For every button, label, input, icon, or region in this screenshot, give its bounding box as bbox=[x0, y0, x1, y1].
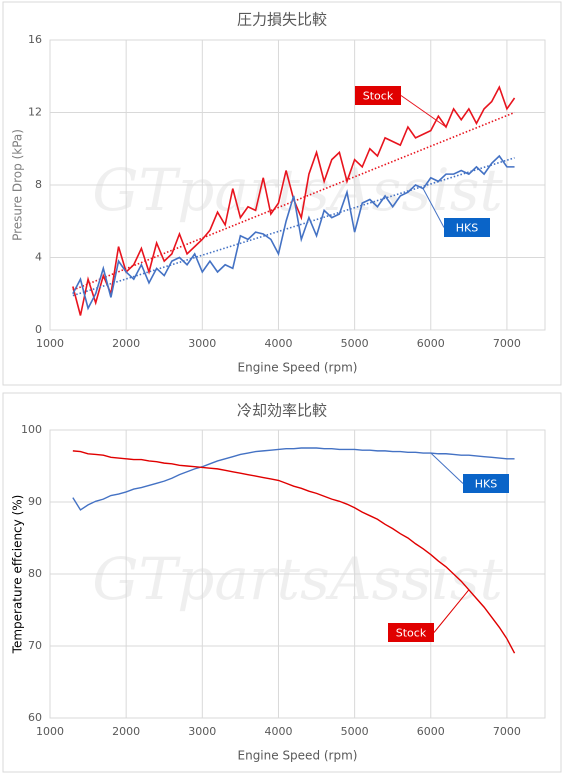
callout-line bbox=[400, 95, 447, 128]
label-box bbox=[463, 474, 509, 493]
y-tick-label: 70 bbox=[28, 639, 42, 652]
y-tick-label: 0 bbox=[35, 323, 42, 336]
x-tick-label: 6000 bbox=[417, 725, 445, 738]
x-tick-label: 5000 bbox=[341, 725, 369, 738]
x-axis-label: Engine Speed (rpm) bbox=[238, 749, 358, 763]
y-axis-label: Presure Drop (kPa) bbox=[11, 129, 25, 241]
x-tick-label: 7000 bbox=[493, 337, 521, 350]
x-tick-label: 3000 bbox=[188, 337, 216, 350]
x-tick-label: 6000 bbox=[417, 337, 445, 350]
x-tick-label: 5000 bbox=[341, 337, 369, 350]
watermark: GTpartsAssist bbox=[92, 545, 503, 613]
y-tick-label: 12 bbox=[28, 106, 42, 119]
x-tick-label: 4000 bbox=[264, 337, 292, 350]
y-tick-label: 16 bbox=[28, 33, 42, 46]
y-tick-label: 80 bbox=[28, 567, 42, 580]
x-tick-label: 2000 bbox=[112, 725, 140, 738]
y-tick-label: 100 bbox=[21, 423, 42, 436]
y-tick-label: 90 bbox=[28, 495, 42, 508]
x-axis-label: Engine Speed (rpm) bbox=[238, 361, 358, 375]
x-tick-label: 4000 bbox=[264, 725, 292, 738]
trend-line bbox=[72, 157, 515, 297]
label-box bbox=[388, 623, 434, 642]
y-tick-label: 60 bbox=[28, 711, 42, 724]
series-line bbox=[72, 154, 515, 311]
chart-frame bbox=[2, 1, 562, 386]
series-label: HKS bbox=[475, 478, 497, 491]
trend-line bbox=[72, 111, 515, 291]
series-label: HKS bbox=[456, 222, 478, 235]
label-box bbox=[444, 218, 490, 237]
y-tick-label: 8 bbox=[35, 178, 42, 191]
y-axis-label: Temperature effciency (%) bbox=[11, 495, 25, 655]
series-label: Stock bbox=[396, 627, 427, 640]
chart-frame bbox=[2, 392, 562, 773]
x-tick-label: 7000 bbox=[493, 725, 521, 738]
series-label: Stock bbox=[363, 90, 394, 103]
chart-title: 圧力損失比較 bbox=[237, 11, 327, 29]
callout-line bbox=[430, 452, 464, 484]
x-tick-label: 2000 bbox=[112, 337, 140, 350]
y-tick-label: 4 bbox=[35, 251, 42, 264]
series-line bbox=[72, 450, 516, 654]
chart-title: 冷却効率比較 bbox=[237, 402, 327, 420]
x-tick-label: 1000 bbox=[36, 337, 64, 350]
callout-line bbox=[422, 188, 445, 228]
label-box bbox=[355, 86, 401, 105]
callout-line bbox=[433, 589, 470, 633]
x-tick-label: 3000 bbox=[188, 725, 216, 738]
series-line bbox=[72, 447, 515, 511]
x-tick-label: 1000 bbox=[36, 725, 64, 738]
watermark: GTpartsAssist bbox=[92, 156, 503, 224]
